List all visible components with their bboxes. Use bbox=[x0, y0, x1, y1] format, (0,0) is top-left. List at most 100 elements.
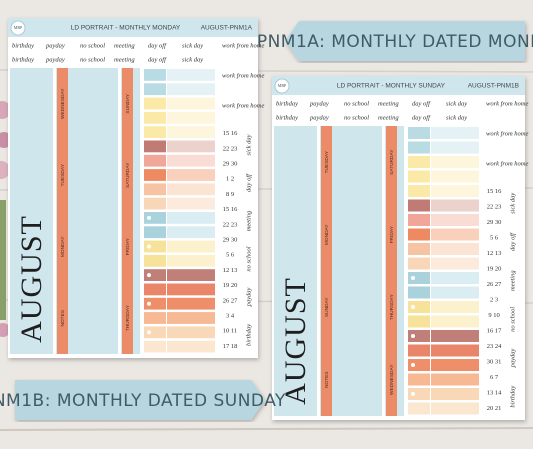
date-number: 10 11 bbox=[223, 328, 237, 335]
label-sticker: sick day bbox=[182, 56, 203, 63]
header-bar bbox=[8, 18, 258, 37]
sheet-title: LD PORTRAIT - MONTHLY MONDAY bbox=[71, 25, 181, 32]
icon-dot bbox=[147, 273, 151, 278]
bar-sticker bbox=[167, 254, 215, 267]
date-number: 15 16 bbox=[223, 206, 238, 213]
label-sticker: sick day bbox=[446, 100, 467, 107]
date-number: 8 9 bbox=[226, 191, 234, 198]
bar-sticker bbox=[431, 156, 479, 168]
bar-sticker bbox=[431, 272, 479, 284]
weekday-label: THURSDAY bbox=[125, 304, 131, 331]
label-sticker: sick day bbox=[182, 42, 203, 49]
logo-text: MBP bbox=[278, 83, 287, 88]
bar-sticker bbox=[431, 257, 479, 270]
bar-sticker bbox=[431, 141, 479, 154]
swatch bbox=[144, 197, 166, 210]
date-number: 19 20 bbox=[487, 266, 502, 273]
weekday-label: MONDAY bbox=[60, 236, 66, 257]
date-number: 12 13 bbox=[223, 267, 238, 274]
swatch bbox=[144, 254, 166, 267]
bar-sticker bbox=[431, 127, 479, 139]
bar-sticker bbox=[167, 97, 215, 110]
weekday-label: SATURDAY bbox=[125, 162, 131, 188]
side-label: no school bbox=[509, 307, 516, 332]
date-number: 3 4 bbox=[226, 312, 235, 319]
swatch bbox=[144, 212, 166, 224]
swatch bbox=[408, 141, 430, 154]
bar-sticker bbox=[167, 297, 215, 310]
swatch bbox=[408, 228, 430, 241]
label-sticker: payday bbox=[309, 100, 329, 107]
banner-text: PNM1B: MONTHLY DATED SUNDAY bbox=[0, 391, 286, 411]
bar-sticker bbox=[431, 214, 479, 226]
date-number: 6 7 bbox=[490, 374, 499, 381]
weekday-label: FRIDAY bbox=[125, 237, 131, 255]
bar-sticker bbox=[167, 197, 215, 210]
work-label: work from home bbox=[222, 42, 264, 49]
bar-sticker bbox=[167, 212, 215, 224]
swatch bbox=[408, 373, 430, 386]
label-sticker: no school bbox=[344, 114, 369, 121]
panel-gap bbox=[382, 126, 385, 416]
date-number: 5 6 bbox=[490, 235, 499, 242]
weekday-label: SATURDAY bbox=[389, 149, 395, 175]
label-sticker: meeting bbox=[378, 100, 399, 107]
work-label: work from home bbox=[486, 130, 528, 137]
swatch bbox=[144, 169, 166, 181]
weekday-label: TUESDAY bbox=[324, 150, 330, 173]
bar-sticker bbox=[431, 344, 479, 357]
swatch bbox=[408, 127, 430, 139]
swatch bbox=[144, 183, 166, 196]
icon-dot bbox=[411, 305, 415, 309]
side-label: birthday bbox=[245, 324, 252, 346]
work-label: work from home bbox=[222, 102, 264, 109]
swatch bbox=[408, 388, 430, 400]
label-sticker: birthday bbox=[12, 56, 34, 63]
label-sticker: day off bbox=[148, 42, 167, 49]
swatch bbox=[408, 214, 430, 226]
label-sticker: meeting bbox=[114, 42, 135, 49]
swatch bbox=[408, 402, 430, 415]
day-strip bbox=[57, 68, 68, 354]
date-number: 19 20 bbox=[223, 282, 238, 289]
date-number: 2 3 bbox=[490, 296, 498, 303]
label-sticker: birthday bbox=[276, 114, 298, 121]
side-label: birthday bbox=[509, 386, 516, 408]
side-label: day off bbox=[245, 173, 252, 192]
swatch bbox=[408, 286, 430, 299]
bar-sticker bbox=[431, 388, 479, 400]
weekday-label: TUESDAY bbox=[60, 163, 66, 186]
label-sticker: birthday bbox=[276, 100, 298, 107]
panel-gap bbox=[53, 68, 56, 354]
swatch bbox=[408, 156, 430, 168]
work-label: work from home bbox=[222, 72, 264, 79]
date-number: 13 14 bbox=[487, 389, 502, 396]
swatch bbox=[408, 344, 430, 357]
day-strip bbox=[321, 126, 332, 416]
work-label: work from home bbox=[486, 160, 528, 167]
swatch bbox=[408, 185, 430, 197]
bar-sticker bbox=[431, 286, 479, 299]
swatch bbox=[408, 301, 430, 313]
bar-sticker bbox=[167, 312, 215, 324]
weekday-label: WEDNESDAY bbox=[60, 88, 66, 119]
panel-gap bbox=[118, 68, 121, 354]
bar-sticker bbox=[431, 228, 479, 241]
label-sticker: sick day bbox=[446, 114, 467, 121]
swatch bbox=[144, 312, 166, 324]
swatch bbox=[408, 243, 430, 255]
month-name: AUGUST bbox=[15, 215, 48, 343]
date-number: 26 27 bbox=[223, 297, 238, 304]
icon-dot bbox=[147, 215, 151, 220]
label-sticker: day off bbox=[412, 114, 431, 121]
bar-sticker bbox=[167, 69, 215, 81]
logo bbox=[274, 78, 290, 94]
work-label: work from home bbox=[486, 100, 528, 107]
sticker-sheet: MBP LD PORTRAIT - MONTHLY MONDAY AUGUST-PN… bbox=[8, 18, 264, 358]
bar-sticker bbox=[167, 183, 215, 196]
side-label: sick day bbox=[509, 193, 516, 214]
title-banner: PNM1A: MONTHLY DATED MONDAY bbox=[257, 21, 533, 61]
swatch bbox=[144, 240, 166, 253]
side-label: day off bbox=[509, 232, 516, 251]
